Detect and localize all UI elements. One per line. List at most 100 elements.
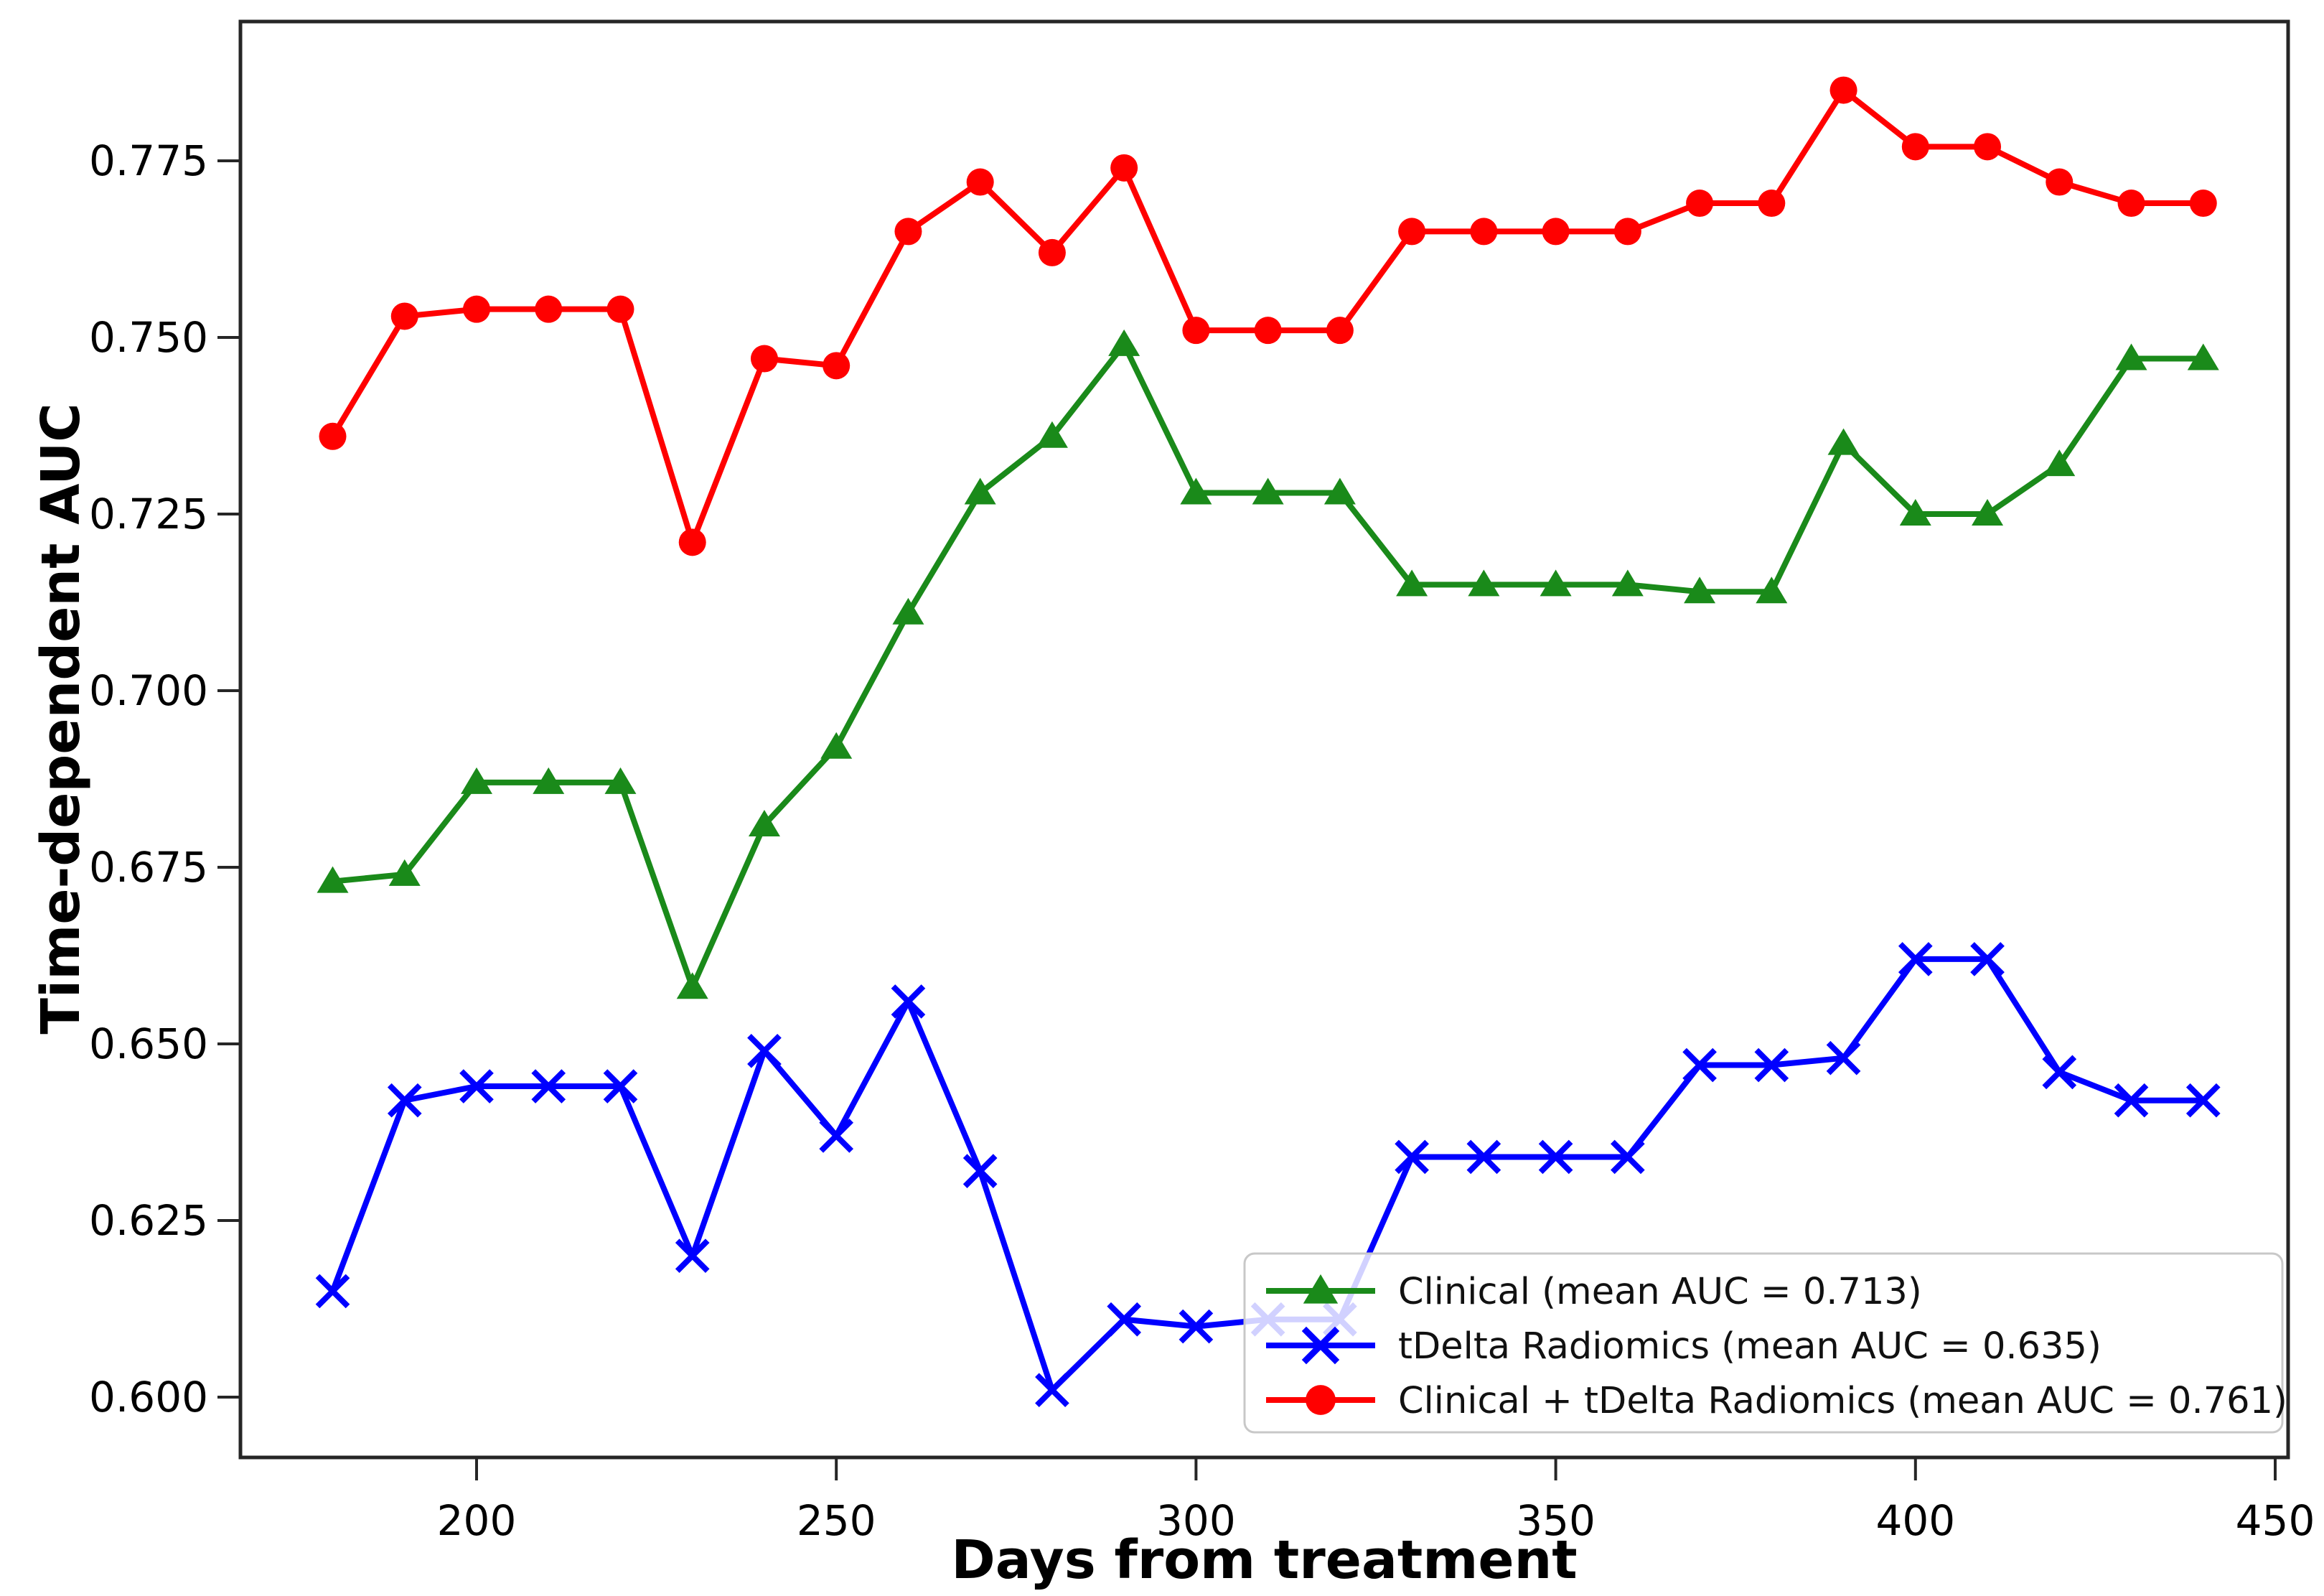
triangle-marker: [1756, 577, 1788, 604]
circle-marker: [750, 345, 778, 373]
triangle-marker: [1180, 477, 1212, 505]
x-marker: [2042, 1055, 2077, 1090]
plot-border: [238, 19, 2290, 1460]
y-tick-label: 0.650: [89, 1019, 208, 1068]
triangle-marker: [1303, 1274, 1339, 1304]
triangle-marker: [461, 767, 492, 794]
circle-marker: [823, 352, 851, 380]
triangle-marker: [1252, 477, 1284, 505]
x-marker: [891, 984, 926, 1019]
x-tick-label: 250: [797, 1496, 876, 1545]
x-marker: [387, 1083, 422, 1118]
triangle-marker: [2043, 449, 2076, 477]
triangle-marker: [1972, 499, 2004, 526]
x-marker: [819, 1119, 854, 1153]
circle-marker: [2189, 190, 2217, 218]
x-marker: [531, 1069, 566, 1103]
circle-marker: [1038, 238, 1066, 266]
circle-marker: [1306, 1385, 1336, 1415]
triangle-marker: [1827, 428, 1860, 455]
x-tick-label: 350: [1516, 1496, 1596, 1545]
y-tick-label: 0.600: [89, 1373, 208, 1422]
circle-marker: [1542, 218, 1570, 246]
triangle-marker: [317, 866, 349, 893]
circle-marker: [1758, 190, 1786, 218]
circle-marker: [1686, 190, 1714, 218]
circle-marker: [535, 295, 563, 323]
y-tick-label: 0.775: [89, 136, 208, 185]
triangle-marker: [1468, 569, 1500, 597]
triangle-marker: [964, 477, 996, 505]
legend-label-clinical: Clinical (mean AUC = 0.713): [1398, 1271, 1922, 1313]
y-tick-label: 0.675: [89, 843, 208, 892]
x-marker: [1826, 1040, 1861, 1075]
triangle-marker: [1108, 329, 1140, 356]
legend-label-clinical-tdelta-radiomics: Clinical + tDelta Radiomics (mean AUC = …: [1398, 1380, 2287, 1422]
legend-box: [1243, 1252, 2284, 1434]
x-marker: [747, 1034, 782, 1068]
x-marker: [1682, 1047, 1717, 1083]
circle-marker: [1974, 133, 2002, 161]
circle-marker: [606, 295, 634, 323]
circle-marker: [1613, 218, 1641, 246]
x-axis-label: Days from treatment: [951, 1529, 1578, 1591]
triangle-marker: [1396, 569, 1428, 597]
triangle-marker: [1323, 477, 1356, 505]
triangle-marker: [892, 597, 924, 625]
triangle-marker: [748, 809, 780, 836]
triangle-marker: [1684, 577, 1716, 604]
y-tick-label: 0.750: [89, 313, 208, 362]
x-marker: [1395, 1139, 1429, 1175]
x-tick-label: 300: [1156, 1496, 1236, 1545]
triangle-marker: [1899, 499, 1931, 526]
x-marker: [1970, 942, 2005, 976]
x-marker: [315, 1274, 350, 1309]
circle-marker: [2046, 168, 2074, 196]
circle-marker: [463, 295, 490, 323]
x-marker: [2114, 1083, 2149, 1118]
x-marker: [459, 1069, 494, 1103]
x-marker: [1538, 1139, 1573, 1175]
triangle-marker: [2187, 343, 2219, 370]
triangle-marker: [676, 972, 708, 999]
circle-marker: [1398, 218, 1426, 246]
x-marker: [603, 1069, 638, 1103]
x-marker: [1754, 1047, 1789, 1083]
x-marker: [1466, 1139, 1501, 1175]
triangle-marker: [1036, 421, 1068, 448]
circle-marker: [678, 528, 706, 556]
y-tick-label: 0.700: [89, 666, 208, 715]
circle-marker: [1326, 317, 1354, 345]
y-tick-label: 0.625: [89, 1196, 208, 1245]
circle-marker: [1254, 317, 1282, 345]
circle-marker: [319, 422, 347, 450]
x-marker: [962, 1154, 998, 1188]
x-marker: [1611, 1139, 1645, 1175]
circle-marker: [2117, 190, 2145, 218]
circle-marker: [1110, 154, 1138, 182]
circle-marker: [1470, 218, 1498, 246]
triangle-marker: [533, 767, 565, 794]
x-tick-label: 200: [437, 1496, 517, 1545]
x-marker: [1179, 1309, 1214, 1344]
circle-marker: [966, 168, 994, 196]
triangle-marker: [1611, 569, 1644, 597]
x-marker: [2185, 1083, 2221, 1118]
triangle-marker: [820, 732, 853, 759]
triangle-marker: [388, 859, 421, 886]
x-marker: [675, 1238, 710, 1274]
circle-marker: [1901, 133, 1929, 161]
x-marker: [1301, 1326, 1340, 1365]
x-marker: [1898, 942, 1933, 976]
y-axis-label: Time-dependent AUC: [30, 403, 92, 1035]
legend-label-tdelta-radiomics: tDelta Radiomics (mean AUC = 0.635): [1398, 1325, 2102, 1368]
x-tick-label: 450: [2236, 1496, 2315, 1545]
series-line-clinical: [332, 341, 2203, 991]
y-tick-label: 0.725: [89, 490, 208, 538]
x-tick-label: 400: [1875, 1496, 1955, 1545]
triangle-marker: [604, 767, 637, 794]
triangle-marker: [2115, 343, 2147, 370]
circle-marker: [1829, 76, 1857, 104]
